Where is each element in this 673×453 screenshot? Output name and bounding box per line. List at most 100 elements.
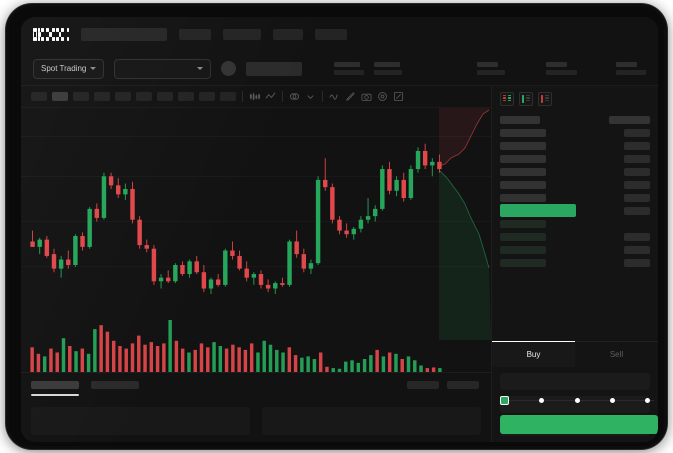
order-book-bid-row[interactable] — [500, 243, 650, 256]
carousel-dot-1[interactable] — [500, 395, 509, 405]
market-stat-5-label — [616, 62, 637, 67]
buy-sell-tab-list: Buy Sell — [492, 341, 658, 367]
chevron-down-icon[interactable] — [305, 91, 316, 102]
timeframe-button-6[interactable] — [136, 92, 152, 101]
orders-card-left[interactable] — [31, 406, 250, 435]
order-book-price-header — [500, 115, 540, 124]
settings-icon[interactable] — [377, 91, 388, 102]
order-book-bid-row[interactable] — [500, 230, 650, 243]
global-search-input[interactable] — [81, 28, 168, 41]
order-book-last-price-row[interactable] — [500, 204, 650, 217]
line-style-icon[interactable] — [329, 91, 340, 102]
timeframe-button-2[interactable] — [52, 92, 68, 101]
carousel-track — [506, 400, 654, 401]
bid-price — [500, 245, 546, 254]
order-book-ask-row[interactable] — [500, 165, 650, 178]
ask-price — [500, 128, 546, 137]
top-navigation-bar — [21, 17, 658, 52]
market-bar: Spot Trading — [21, 52, 658, 86]
volume-svg — [30, 320, 442, 372]
nav-item-1[interactable] — [179, 29, 212, 40]
timeframe-button-8[interactable] — [178, 92, 194, 101]
orderbook-view-asks[interactable] — [538, 92, 552, 106]
orders-panel — [21, 372, 491, 442]
candlestick-svg — [21, 136, 491, 294]
order-book-ask-row[interactable] — [500, 191, 650, 204]
price-chart[interactable] — [21, 108, 491, 372]
carousel-dot-2[interactable] — [539, 397, 545, 403]
ask-size — [624, 180, 650, 189]
order-book-ask-row[interactable] — [500, 126, 650, 139]
tab-order-history-label — [91, 381, 139, 389]
ask-size — [624, 128, 650, 137]
timeframe-button-5[interactable] — [115, 92, 131, 101]
carousel-dot-4[interactable] — [609, 397, 615, 403]
carousel-dots — [500, 395, 650, 405]
tab-active-indicator — [31, 394, 79, 396]
tab-order-history[interactable] — [91, 381, 139, 396]
chevron-down-icon — [197, 67, 204, 70]
ask-size — [624, 141, 650, 150]
trading-pair-select[interactable] — [114, 58, 212, 79]
orders-action-1[interactable] — [407, 381, 439, 389]
step-carousel — [492, 392, 658, 408]
bid-size — [624, 220, 650, 228]
ask-size — [624, 193, 650, 202]
orderbook-view-both[interactable] — [500, 92, 514, 106]
volume-pane — [21, 316, 491, 372]
market-stat-3 — [477, 62, 506, 75]
order-book-bid-row[interactable] — [500, 217, 650, 230]
ask-price — [500, 180, 546, 189]
nav-item-3[interactable] — [273, 29, 304, 40]
tab-open-orders-label — [31, 381, 79, 389]
order-book-header — [500, 113, 650, 126]
order-book-ask-row[interactable] — [500, 139, 650, 152]
carousel-dot-5[interactable] — [645, 397, 650, 403]
toolbar-divider — [322, 91, 323, 102]
bid-price — [500, 232, 546, 241]
order-book-ask-row[interactable] — [500, 178, 650, 191]
compare-icon[interactable] — [289, 91, 300, 102]
primary-cta-button[interactable] — [500, 415, 658, 434]
pair-coin-avatar — [221, 61, 237, 76]
pencil-icon[interactable] — [345, 91, 356, 102]
order-book-bid-row[interactable] — [500, 256, 650, 269]
ask-price — [500, 141, 546, 150]
nav-item-4[interactable] — [315, 29, 348, 40]
market-stat-1-value — [334, 70, 365, 75]
order-book-ask-row[interactable] — [500, 152, 650, 165]
last-price-size — [624, 206, 650, 215]
order-price-field[interactable] — [500, 373, 650, 390]
camera-icon[interactable] — [361, 91, 372, 102]
orderbook-view-toggles — [492, 86, 658, 111]
timeframe-button-3[interactable] — [73, 92, 89, 101]
fullscreen-icon[interactable] — [393, 91, 404, 102]
timeframe-button-10[interactable] — [220, 92, 236, 101]
ask-price — [500, 193, 546, 202]
order-book-size-header — [609, 115, 650, 124]
ask-size — [624, 154, 650, 163]
order-book[interactable] — [492, 111, 658, 341]
tab-buy[interactable]: Buy — [492, 341, 575, 367]
timeframe-button-9[interactable] — [199, 92, 215, 101]
toolbar-divider — [242, 91, 243, 102]
tab-open-orders[interactable] — [31, 381, 79, 396]
orders-action-2[interactable] — [447, 381, 479, 389]
bid-size — [624, 258, 650, 267]
orderbook-view-bids[interactable] — [519, 92, 533, 106]
market-stat-1-label — [334, 62, 361, 67]
carousel-dot-3[interactable] — [574, 397, 580, 403]
okx-logo[interactable] — [33, 27, 70, 42]
ask-price — [500, 154, 546, 163]
orders-card-right[interactable] — [262, 406, 481, 435]
candlestick-type-icon[interactable] — [249, 91, 260, 102]
timeframe-button-4[interactable] — [94, 92, 110, 101]
tab-sell[interactable]: Sell — [609, 350, 624, 359]
timeframe-button-7[interactable] — [157, 92, 173, 101]
nav-item-2[interactable] — [223, 29, 262, 40]
tablet-device-frame: Spot Trading — [6, 4, 667, 449]
indicator-icon[interactable] — [265, 91, 276, 102]
market-stat-3-label — [477, 62, 499, 67]
timeframe-button-1[interactable] — [31, 92, 47, 101]
trading-mode-select[interactable]: Spot Trading — [33, 58, 105, 79]
